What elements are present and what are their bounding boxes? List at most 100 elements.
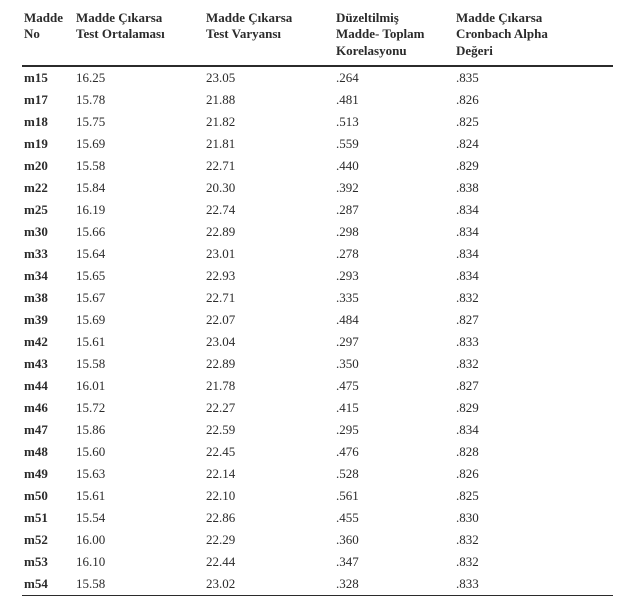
cell-madde-no: m30 (22, 221, 74, 243)
cell-madde-no: m42 (22, 331, 74, 353)
cell-variance: 22.07 (204, 309, 334, 331)
table-row: m4915.6322.14.528.826 (22, 463, 613, 485)
cell-correlation: .415 (334, 397, 454, 419)
cell-correlation: .440 (334, 155, 454, 177)
table-row: m1815.7521.82.513.825 (22, 111, 613, 133)
table-row: m3315.6423.01.278.834 (22, 243, 613, 265)
col-header-text: No (24, 26, 40, 41)
table-row: m2516.1922.74.287.834 (22, 199, 613, 221)
table-row: m4315.5822.89.350.832 (22, 353, 613, 375)
col-header-test-varyansi: Madde Çıkarsa Test Varyansı (204, 8, 334, 66)
cell-alpha: .826 (454, 463, 613, 485)
cell-alpha: .834 (454, 221, 613, 243)
cell-alpha: .826 (454, 89, 613, 111)
cell-madde-no: m19 (22, 133, 74, 155)
col-header-madde-toplam-korelasyonu: Düzeltilmiş Madde- Toplam Korelasyonu (334, 8, 454, 66)
cell-mean: 15.72 (74, 397, 204, 419)
table-row: m5216.0022.29.360.832 (22, 529, 613, 551)
col-header-text: Madde Çıkarsa (76, 10, 162, 25)
cell-mean: 15.69 (74, 309, 204, 331)
table-row: m4815.6022.45.476.828 (22, 441, 613, 463)
table-row: m4715.8622.59.295.834 (22, 419, 613, 441)
cell-variance: 22.59 (204, 419, 334, 441)
cell-correlation: .481 (334, 89, 454, 111)
cell-mean: 16.01 (74, 375, 204, 397)
cell-variance: 22.71 (204, 155, 334, 177)
cell-alpha: .832 (454, 529, 613, 551)
cell-madde-no: m15 (22, 66, 74, 89)
cell-alpha: .834 (454, 419, 613, 441)
col-header-cronbach-alpha: Madde Çıkarsa Cronbach Alpha Değeri (454, 8, 613, 66)
table-row: m5415.5823.02.328.833 (22, 573, 613, 596)
cell-alpha: .827 (454, 375, 613, 397)
cell-correlation: .293 (334, 265, 454, 287)
cell-variance: 22.44 (204, 551, 334, 573)
cell-madde-no: m53 (22, 551, 74, 573)
table-row: m3415.6522.93.293.834 (22, 265, 613, 287)
cell-correlation: .528 (334, 463, 454, 485)
cell-mean: 15.64 (74, 243, 204, 265)
cell-variance: 23.02 (204, 573, 334, 596)
cell-madde-no: m38 (22, 287, 74, 309)
cell-correlation: .264 (334, 66, 454, 89)
cell-mean: 16.10 (74, 551, 204, 573)
cell-alpha: .833 (454, 331, 613, 353)
col-header-text: Korelasyonu (336, 43, 407, 58)
table-row: m5316.1022.44.347.832 (22, 551, 613, 573)
col-header-test-ortalamasi: Madde Çıkarsa Test Ortalaması (74, 8, 204, 66)
cell-variance: 22.10 (204, 485, 334, 507)
cell-madde-no: m22 (22, 177, 74, 199)
table-row: m1516.2523.05.264.835 (22, 66, 613, 89)
col-header-text: Değeri (456, 43, 493, 58)
cell-correlation: .297 (334, 331, 454, 353)
table-row: m3015.6622.89.298.834 (22, 221, 613, 243)
col-header-madde-no: Madde No (22, 8, 74, 66)
cell-variance: 23.01 (204, 243, 334, 265)
table-row: m4615.7222.27.415.829 (22, 397, 613, 419)
cell-mean: 15.58 (74, 573, 204, 596)
col-header-text: Madde Çıkarsa (206, 10, 292, 25)
cell-madde-no: m34 (22, 265, 74, 287)
cell-correlation: .287 (334, 199, 454, 221)
cell-correlation: .476 (334, 441, 454, 463)
cell-alpha: .832 (454, 353, 613, 375)
cell-correlation: .475 (334, 375, 454, 397)
table-row: m5115.5422.86.455.830 (22, 507, 613, 529)
cell-madde-no: m17 (22, 89, 74, 111)
cell-correlation: .295 (334, 419, 454, 441)
cell-mean: 15.86 (74, 419, 204, 441)
cell-madde-no: m44 (22, 375, 74, 397)
cell-variance: 22.14 (204, 463, 334, 485)
cell-madde-no: m20 (22, 155, 74, 177)
cell-alpha: .833 (454, 573, 613, 596)
cell-madde-no: m39 (22, 309, 74, 331)
table-row: m5015.6122.10.561.825 (22, 485, 613, 507)
cell-variance: 23.05 (204, 66, 334, 89)
cell-madde-no: m49 (22, 463, 74, 485)
cell-alpha: .827 (454, 309, 613, 331)
col-header-text: Madde Çıkarsa (456, 10, 542, 25)
cell-alpha: .834 (454, 265, 613, 287)
cell-correlation: .455 (334, 507, 454, 529)
cell-mean: 15.67 (74, 287, 204, 309)
item-analysis-table: Madde No Madde Çıkarsa Test Ortalaması M… (22, 8, 613, 596)
cell-mean: 15.78 (74, 89, 204, 111)
cell-correlation: .298 (334, 221, 454, 243)
cell-mean: 16.25 (74, 66, 204, 89)
cell-madde-no: m18 (22, 111, 74, 133)
col-header-text: Test Varyansı (206, 26, 281, 41)
cell-mean: 16.19 (74, 199, 204, 221)
table-row: m3815.6722.71.335.832 (22, 287, 613, 309)
cell-alpha: .828 (454, 441, 613, 463)
cell-correlation: .392 (334, 177, 454, 199)
cell-madde-no: m43 (22, 353, 74, 375)
cell-mean: 15.69 (74, 133, 204, 155)
col-header-text: Madde (24, 10, 63, 25)
table-row: m2215.8420.30.392.838 (22, 177, 613, 199)
cell-variance: 21.88 (204, 89, 334, 111)
cell-variance: 22.86 (204, 507, 334, 529)
cell-alpha: .838 (454, 177, 613, 199)
cell-variance: 22.89 (204, 221, 334, 243)
cell-variance: 23.04 (204, 331, 334, 353)
cell-correlation: .360 (334, 529, 454, 551)
